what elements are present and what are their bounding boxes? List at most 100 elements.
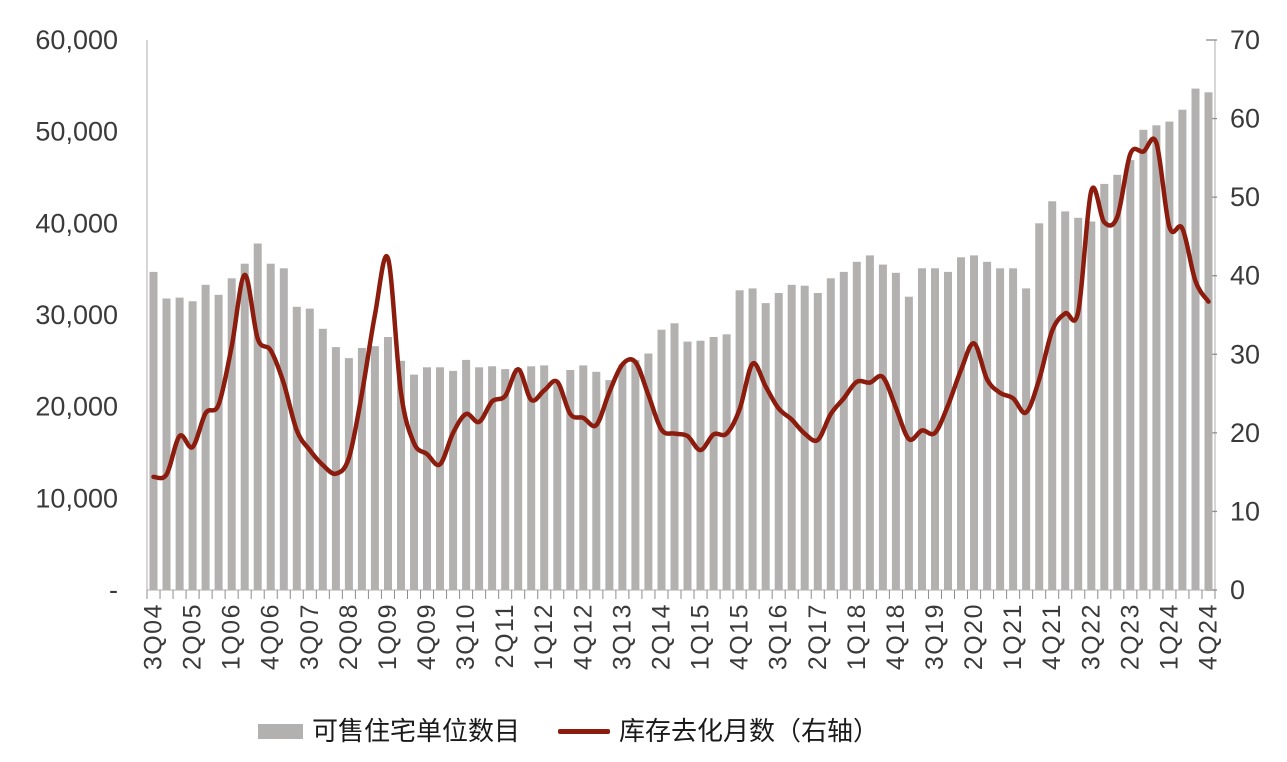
bar-3Q15 bbox=[722, 334, 731, 591]
bar-2Q15 bbox=[709, 337, 718, 590]
bar-series-swatch bbox=[258, 723, 303, 739]
bar-1Q06 bbox=[227, 278, 236, 590]
x-axis-label-2Q14: 2Q14 bbox=[647, 603, 675, 670]
bar-2Q23 bbox=[1126, 160, 1135, 590]
bar-2Q16 bbox=[761, 303, 770, 590]
x-axis-label-1Q15: 1Q15 bbox=[687, 603, 715, 670]
bar-3Q09 bbox=[410, 374, 418, 590]
x-axis-label-4Q12: 4Q12 bbox=[569, 603, 597, 670]
bar-3Q04 bbox=[149, 271, 158, 590]
legend-item-bars: 可售住宅单位数目 bbox=[258, 718, 520, 744]
bar-2Q13 bbox=[605, 380, 614, 590]
left-axis-tick-label: 50,000 bbox=[35, 117, 118, 147]
x-axis-label-1Q18: 1Q18 bbox=[843, 603, 871, 670]
bar-2Q07 bbox=[292, 306, 301, 591]
bar-1Q18 bbox=[852, 261, 861, 590]
bar-4Q05 bbox=[214, 294, 223, 590]
bar-2Q10 bbox=[449, 370, 458, 590]
bar-2Q14 bbox=[657, 329, 666, 590]
x-axis-label-2Q05: 2Q05 bbox=[179, 603, 207, 670]
x-axis-label-4Q21: 4Q21 bbox=[1038, 603, 1066, 670]
right-axis-tick-label: 10 bbox=[1230, 496, 1260, 526]
x-axis-label-3Q22: 3Q22 bbox=[1077, 603, 1105, 670]
left-axis-tick-label: 60,000 bbox=[35, 25, 118, 55]
right-axis-tick-label: 60 bbox=[1230, 104, 1260, 134]
bar-4Q18 bbox=[891, 272, 900, 590]
bar-2Q22 bbox=[1074, 217, 1083, 591]
right-axis-tick-label: 50 bbox=[1230, 182, 1260, 212]
x-axis-label-4Q06: 4Q06 bbox=[257, 603, 285, 670]
x-axis-label-1Q09: 1Q09 bbox=[374, 603, 402, 670]
x-axis-label-3Q16: 3Q16 bbox=[765, 603, 793, 670]
bar-4Q15 bbox=[735, 290, 744, 591]
bar-1Q23 bbox=[1113, 174, 1122, 591]
bar-4Q16 bbox=[787, 284, 796, 591]
bar-4Q09 bbox=[423, 367, 431, 591]
bar-3Q20 bbox=[983, 261, 992, 590]
bar-1Q13 bbox=[592, 371, 601, 590]
right-axis-tick-label: 70 bbox=[1230, 25, 1260, 55]
bar-4Q21 bbox=[1048, 201, 1057, 591]
bar-3Q10 bbox=[462, 359, 471, 590]
bar-2Q06 bbox=[240, 263, 249, 590]
bar-1Q08 bbox=[331, 347, 340, 590]
bar-1Q20 bbox=[957, 257, 965, 591]
bar-4Q13 bbox=[631, 359, 640, 590]
legend-item-line: 库存去化月数（右轴） bbox=[558, 718, 879, 744]
x-axis-label-3Q10: 3Q10 bbox=[452, 603, 480, 670]
bar-4Q06 bbox=[266, 263, 275, 590]
bar-1Q22 bbox=[1061, 211, 1070, 590]
x-axis-label-2Q11: 2Q11 bbox=[491, 603, 519, 668]
left-axis-tick-label: 30,000 bbox=[35, 300, 118, 330]
bar-4Q10 bbox=[475, 367, 484, 591]
bar-3Q24 bbox=[1191, 88, 1200, 590]
bar-3Q19 bbox=[931, 268, 939, 591]
bar-1Q09 bbox=[384, 337, 392, 590]
bar-2Q12 bbox=[553, 383, 562, 591]
bar-4Q14 bbox=[683, 341, 692, 590]
bar-4Q20 bbox=[996, 268, 1005, 591]
x-axis-label-4Q09: 4Q09 bbox=[413, 603, 441, 670]
bar-4Q12 bbox=[579, 365, 588, 590]
bar-2Q20 bbox=[970, 255, 978, 590]
x-axis-label-3Q04: 3Q04 bbox=[140, 603, 168, 670]
inventory-months-line bbox=[151, 136, 1211, 481]
chart-canvas: - 10,000 20,000 30,000 40,000 50,000 60,000 0 10… bbox=[35, 25, 1260, 670]
line-series-swatch bbox=[558, 728, 611, 734]
bar-4Q11 bbox=[527, 366, 536, 590]
bar-series-label: 可售住宅单位数目 bbox=[312, 716, 521, 746]
bar-3Q14 bbox=[670, 323, 679, 591]
x-axis-label-1Q06: 1Q06 bbox=[218, 603, 246, 670]
bar-2Q08 bbox=[344, 358, 353, 590]
bar-1Q14 bbox=[644, 353, 653, 590]
bar-4Q07 bbox=[318, 328, 327, 591]
x-axis-label-2Q08: 2Q08 bbox=[335, 603, 363, 670]
right-axis-tick-label: 30 bbox=[1230, 339, 1260, 369]
right-axis-tick-label: 0 bbox=[1230, 575, 1245, 605]
line-series-label: 库存去化月数（右轴） bbox=[619, 716, 880, 746]
bar-4Q04 bbox=[162, 298, 171, 590]
left-axis-tick-label: 40,000 bbox=[35, 208, 118, 238]
x-axis-label-1Q21: 1Q21 bbox=[999, 603, 1027, 670]
right-axis-tick-label: 40 bbox=[1230, 261, 1260, 291]
bar-1Q11 bbox=[488, 366, 497, 590]
x-axis-label-1Q24: 1Q24 bbox=[1155, 603, 1183, 670]
x-axis-label-4Q24: 4Q24 bbox=[1194, 603, 1222, 670]
bar-3Q13 bbox=[618, 364, 627, 590]
x-axis-label-2Q20: 2Q20 bbox=[960, 603, 988, 670]
x-axis-label-2Q23: 2Q23 bbox=[1116, 603, 1144, 670]
bar-4Q23 bbox=[1152, 125, 1161, 591]
x-axis-label-4Q15: 4Q15 bbox=[726, 603, 754, 670]
bar-2Q11 bbox=[501, 369, 510, 590]
x-axis-label-3Q07: 3Q07 bbox=[296, 603, 324, 670]
bar-3Q23 bbox=[1139, 129, 1148, 591]
x-axis-label-3Q13: 3Q13 bbox=[608, 603, 636, 670]
x-axis-label-1Q12: 1Q12 bbox=[530, 603, 558, 670]
bar-1Q17 bbox=[800, 285, 809, 590]
bar-3Q06 bbox=[253, 243, 262, 590]
right-axis-tick-label: 20 bbox=[1230, 418, 1260, 448]
bar-1Q10 bbox=[436, 367, 444, 591]
bar-4Q24 bbox=[1204, 92, 1213, 591]
bar-1Q19 bbox=[904, 296, 913, 590]
